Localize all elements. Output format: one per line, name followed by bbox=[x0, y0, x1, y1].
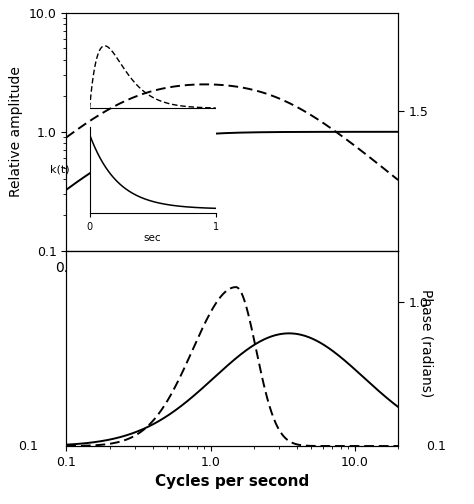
Text: 0.1: 0.1 bbox=[18, 439, 38, 453]
Text: 0.1: 0.1 bbox=[426, 439, 446, 453]
X-axis label: Cycles per second: Cycles per second bbox=[155, 474, 310, 489]
Text: Phase (radians): Phase (radians) bbox=[419, 289, 434, 397]
Y-axis label: Relative amplitude: Relative amplitude bbox=[9, 67, 23, 197]
